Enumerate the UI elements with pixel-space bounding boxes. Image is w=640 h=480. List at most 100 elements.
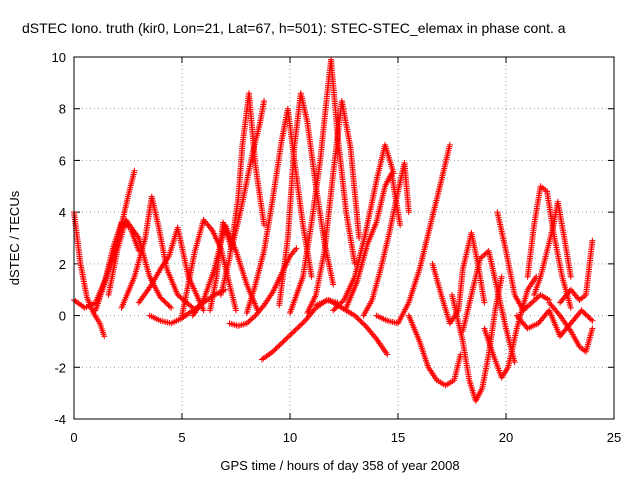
- data-point: [165, 302, 172, 309]
- data-point: [361, 321, 368, 328]
- data-point: [397, 222, 404, 229]
- x-tick-label: 0: [70, 430, 77, 445]
- data-series: [226, 245, 300, 329]
- data-point: [521, 306, 528, 313]
- data-point: [511, 359, 518, 366]
- data-series: [481, 273, 540, 381]
- data-point: [160, 297, 167, 304]
- y-tick-label: 0: [59, 309, 66, 324]
- data-point: [164, 300, 171, 307]
- data-point: [355, 316, 362, 323]
- data-point: [358, 319, 365, 326]
- data-point: [533, 295, 540, 302]
- data-point: [275, 343, 282, 350]
- data-point: [520, 307, 527, 314]
- data-point: [527, 300, 534, 307]
- data-point: [384, 351, 391, 358]
- data-series: [71, 209, 108, 340]
- data-point: [208, 225, 215, 232]
- data-point: [567, 273, 574, 280]
- data-series: [360, 160, 412, 319]
- data-series: [304, 97, 363, 316]
- data-point: [524, 303, 531, 310]
- data-point: [405, 209, 412, 216]
- data-point: [233, 307, 239, 314]
- data-point: [279, 339, 286, 346]
- data-point: [243, 320, 250, 327]
- data-point: [478, 254, 485, 261]
- data-point: [331, 306, 338, 313]
- data-point: [479, 253, 486, 260]
- data-point: [586, 315, 593, 322]
- data-point: [288, 330, 295, 337]
- data-point: [589, 325, 596, 332]
- data-point: [245, 319, 252, 326]
- data-series: [243, 105, 315, 316]
- data-point: [158, 295, 165, 302]
- data-point: [531, 297, 538, 304]
- data-point: [162, 299, 169, 306]
- y-tick-label: 6: [59, 153, 66, 168]
- data-series: [330, 141, 397, 314]
- data-series: [373, 141, 453, 327]
- data-series: [405, 312, 464, 389]
- data-series: [118, 193, 196, 311]
- data-point: [446, 141, 453, 148]
- data-series: [258, 297, 341, 363]
- data-point: [334, 303, 341, 310]
- data-point: [200, 307, 207, 314]
- data-series: [135, 224, 207, 314]
- data-point: [272, 346, 279, 353]
- data-series: [531, 198, 574, 298]
- data-series: [513, 307, 596, 340]
- y-tick-label: 8: [59, 102, 66, 117]
- data-series: [287, 56, 358, 316]
- data-point: [589, 317, 596, 324]
- data-point: [359, 320, 366, 327]
- data-marks: [71, 56, 596, 404]
- x-tick-label: 25: [607, 430, 621, 445]
- plot-frame: [73, 56, 615, 420]
- data-point: [276, 342, 283, 349]
- data-point: [477, 255, 484, 262]
- data-point: [311, 306, 318, 313]
- data-point: [261, 97, 268, 104]
- data-point: [579, 308, 586, 315]
- data-point: [294, 325, 301, 332]
- data-point: [284, 334, 291, 341]
- data-point: [351, 312, 358, 319]
- data-point: [332, 304, 339, 311]
- data-point: [588, 316, 595, 323]
- y-tick-label: -4: [54, 412, 66, 427]
- data-point: [285, 333, 292, 340]
- y-axis-label: dSTEC / TECUs: [7, 190, 22, 285]
- data-point: [481, 299, 488, 306]
- data-point: [498, 273, 505, 280]
- data-point: [101, 333, 108, 340]
- data-point: [168, 304, 175, 311]
- data-point: [589, 237, 596, 244]
- data-series: [524, 183, 574, 311]
- data-point: [259, 303, 266, 310]
- data-point: [161, 298, 168, 305]
- data-point: [308, 273, 315, 280]
- x-tick-label: 20: [499, 430, 513, 445]
- data-point: [251, 313, 257, 320]
- data-point: [526, 302, 533, 309]
- data-point: [585, 313, 592, 320]
- data-series: [459, 247, 518, 366]
- data-series: [312, 297, 391, 358]
- data-point: [530, 298, 537, 305]
- data-series: [557, 237, 596, 306]
- data-point: [271, 347, 278, 354]
- data-point: [481, 251, 488, 258]
- x-tick-label: 10: [283, 430, 297, 445]
- y-tick-label: 2: [59, 257, 66, 272]
- data-point: [277, 341, 284, 348]
- data-point: [578, 307, 585, 314]
- data-point: [336, 300, 343, 307]
- data-point: [330, 281, 337, 288]
- data-point: [283, 335, 290, 342]
- data-point: [293, 245, 300, 252]
